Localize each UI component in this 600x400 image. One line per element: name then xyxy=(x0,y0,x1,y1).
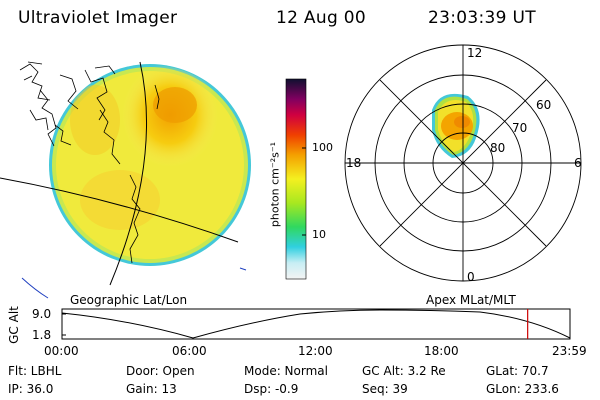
date-readout: 12 Aug 00 xyxy=(276,8,366,28)
time-tick-1200: 12:00 xyxy=(298,344,333,358)
colorbar xyxy=(285,78,307,280)
app-title: Ultraviolet Imager xyxy=(18,8,178,28)
altitude-plot xyxy=(61,308,571,340)
geographic-caption: Geographic Lat/Lon xyxy=(70,293,188,307)
time-tick-0000: 00:00 xyxy=(44,344,79,358)
alt-tick-9: 9.0 xyxy=(32,307,52,321)
filter-readout: Flt: LBHL xyxy=(8,364,62,378)
glon-readout: GLon: 233.6 xyxy=(486,382,559,396)
dsp-readout: Dsp: -0.9 xyxy=(244,382,299,396)
time-tick-2359: 23:59 xyxy=(552,344,587,358)
gc-alt-readout: GC Alt: 3.2 Re xyxy=(362,364,446,378)
coastlines xyxy=(19,61,160,264)
mlat-label-60: 60 xyxy=(536,98,552,112)
mlt-label-12: 12 xyxy=(467,46,483,60)
door-readout: Door: Open xyxy=(126,364,195,378)
mlt-label-6: 6 xyxy=(574,156,582,170)
mlt-label-0: 0 xyxy=(467,270,475,284)
mlat-label-70: 70 xyxy=(512,121,528,135)
seq-readout: Seq: 39 xyxy=(362,382,408,396)
time-readout: 23:03:39 UT xyxy=(428,8,536,28)
colorbar-unit-label: photon cm⁻²s⁻¹ xyxy=(268,141,282,228)
auroral-oval xyxy=(432,93,480,158)
polar-plot xyxy=(344,44,582,282)
mlat-label-80: 80 xyxy=(490,141,506,155)
earth-disk-image xyxy=(0,61,251,299)
apex-caption: Apex MLat/MLT xyxy=(426,293,516,307)
ip-readout: IP: 36.0 xyxy=(8,382,54,396)
mlt-label-18: 18 xyxy=(346,156,362,170)
meridian-line xyxy=(109,61,148,286)
orbit-altitude-curve xyxy=(61,309,571,339)
colorbar-tick-10: 10 xyxy=(312,228,326,241)
gc-alt-axis-label: GC Alt xyxy=(7,306,21,344)
mode-readout: Mode: Normal xyxy=(244,364,328,378)
latitude-line xyxy=(0,177,239,243)
alt-tick-1-8: 1.8 xyxy=(32,328,52,342)
time-tick-0600: 06:00 xyxy=(172,344,207,358)
glat-readout: GLat: 70.7 xyxy=(486,364,549,378)
limb-arc xyxy=(21,277,49,299)
gain-readout: Gain: 13 xyxy=(126,382,177,396)
time-tick-1800: 18:00 xyxy=(424,344,459,358)
colorbar-tick-100: 100 xyxy=(312,141,333,154)
